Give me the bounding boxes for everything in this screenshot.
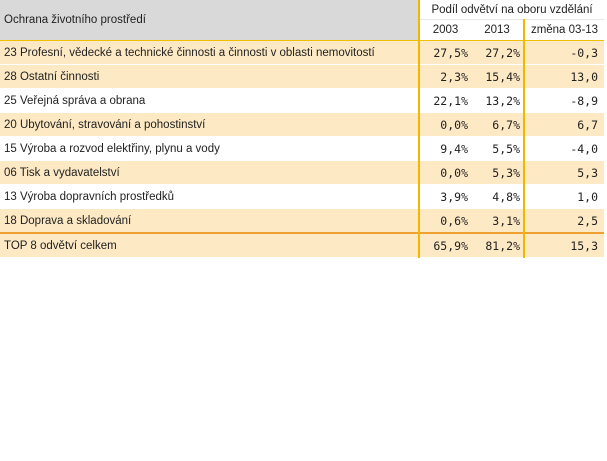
cell-2013: 5,3%: [471, 160, 524, 185]
table-row: 25 Veřejná správa a obrana 22,1% 13,2% -…: [0, 88, 605, 113]
table-row: 18 Doprava a skladování 0,6% 3,1% 2,5: [0, 208, 605, 234]
row-label: 13 Výroba dopravních prostředků: [0, 184, 419, 209]
row-label: 20 Ubytování, stravování a pohostinství: [0, 112, 419, 137]
table-row: 20 Ubytování, stravování a pohostinství …: [0, 112, 605, 137]
row-label: 18 Doprava a skladování: [0, 208, 419, 234]
column-header-2013: 2013: [471, 19, 524, 41]
cell-change: 1,0: [522, 184, 605, 209]
row-label: 15 Výroba a rozvod elektřiny, plynu a vo…: [0, 136, 419, 161]
cell-2003: 0,0%: [418, 112, 471, 137]
total-label: TOP 8 odvětví celkem: [0, 232, 419, 258]
cell-change: 6,7: [522, 112, 605, 137]
cell-2013: 27,2%: [471, 40, 524, 65]
row-label: 28 Ostatní činnosti: [0, 64, 419, 89]
table-row: 23 Profesní, vědecké a technické činnost…: [0, 40, 605, 65]
cell-2003: 0,0%: [418, 160, 471, 185]
corner-header: Ochrana životního prostředí: [0, 0, 419, 41]
cell-change: -8,9: [522, 88, 605, 113]
cell-2003: 27,5%: [418, 40, 471, 65]
row-label: 06 Tisk a vydavatelství: [0, 160, 419, 185]
row-label: 23 Profesní, vědecké a technické činnost…: [0, 40, 419, 65]
total-change: 15,3: [522, 232, 605, 258]
total-2003: 65,9%: [418, 232, 471, 258]
cell-2013: 5,5%: [471, 136, 524, 161]
column-header-2003: 2003: [418, 19, 471, 41]
sector-share-table: Ochrana životního prostředí Podíl odvětv…: [0, 0, 605, 258]
cell-change: -4,0: [522, 136, 605, 161]
total-2013: 81,2%: [471, 232, 524, 258]
cell-change: -0,3: [522, 40, 605, 65]
table-row: 28 Ostatní činnosti 2,3% 15,4% 13,0: [0, 64, 605, 89]
cell-change: 13,0: [522, 64, 605, 89]
data-table-container: Ochrana životního prostředí Podíl odvětv…: [0, 0, 605, 258]
row-label: 25 Veřejná správa a obrana: [0, 88, 419, 113]
cell-change: 5,3: [522, 160, 605, 185]
column-header-change: změna 03-13: [522, 19, 605, 41]
cell-2013: 4,8%: [471, 184, 524, 209]
cell-2003: 0,6%: [418, 208, 471, 234]
cell-2003: 22,1%: [418, 88, 471, 113]
cell-2013: 15,4%: [471, 64, 524, 89]
cell-2013: 6,7%: [471, 112, 524, 137]
cell-2003: 3,9%: [418, 184, 471, 209]
cell-2013: 13,2%: [471, 88, 524, 113]
table-row: 13 Výroba dopravních prostředků 3,9% 4,8…: [0, 184, 605, 209]
cell-change: 2,5: [522, 208, 605, 234]
total-row: TOP 8 odvětví celkem 65,9% 81,2% 15,3: [0, 232, 605, 258]
table-row: 15 Výroba a rozvod elektřiny, plynu a vo…: [0, 136, 605, 161]
cell-2003: 2,3%: [418, 64, 471, 89]
table-row: 06 Tisk a vydavatelství 0,0% 5,3% 5,3: [0, 160, 605, 185]
cell-2003: 9,4%: [418, 136, 471, 161]
cell-2013: 3,1%: [471, 208, 524, 234]
group-header: Podíl odvětví na oboru vzdělání: [417, 0, 605, 20]
